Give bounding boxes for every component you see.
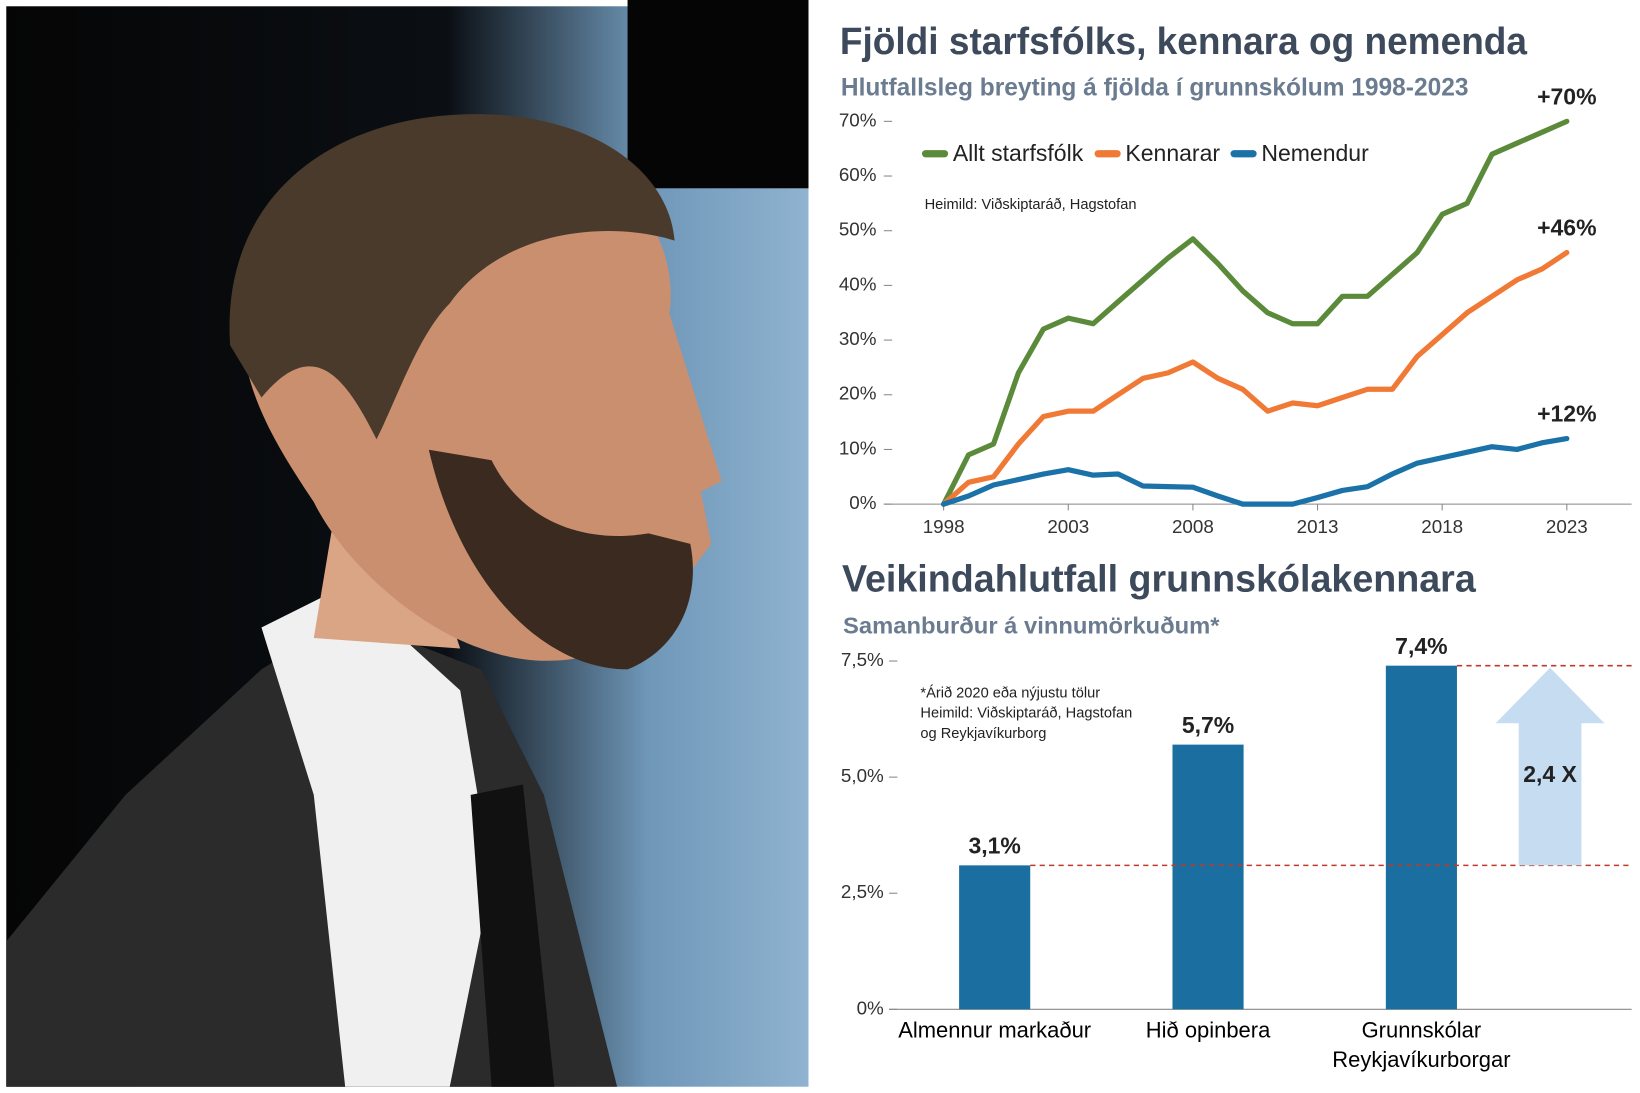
x-label-box: Hið opinbera (1145, 1018, 1271, 1043)
value-label: +70% (1537, 83, 1596, 109)
x-tick-label: 2023 (1546, 516, 1588, 537)
beard (428, 449, 693, 670)
y-tick-label: 50% (839, 219, 877, 240)
y-tick-label: 30% (839, 328, 877, 349)
x-tick-label: Almennur markaður (898, 1018, 1092, 1043)
photo (6, 0, 809, 1087)
line-chart: Fjöldi starfsfólks, kennara og nemenda H… (839, 20, 1632, 537)
y-tick-label: 7,5% (841, 649, 884, 670)
y-tick-label: 20% (839, 383, 877, 404)
x-tick-label: 2013 (1297, 516, 1339, 537)
x-tick-label: 2018 (1421, 516, 1463, 537)
legend-label: Allt starfsfólk (953, 140, 1084, 166)
y-tick-label: 60% (839, 164, 877, 185)
value-label: +46% (1537, 215, 1596, 241)
chart-subtitle: Samanburður á vinnumörkuðum* (843, 613, 1220, 639)
shirt (261, 585, 492, 1087)
value-label: +12% (1537, 401, 1596, 427)
x-tick-label: 2003 (1047, 516, 1089, 537)
y-tick-label: 70% (839, 109, 877, 130)
chart-subtitle: Hlutfallsleg breyting á fjölda í grunnsk… (841, 74, 1469, 102)
y-tick-label: 40% (839, 273, 877, 294)
legend-label: Nemendur (1261, 140, 1369, 166)
y-tick-label: 5,0% (841, 765, 884, 786)
value-label: 3,1% (968, 833, 1020, 859)
series-line (941, 249, 1570, 507)
y-tick-label: 0% (849, 492, 876, 513)
value-label: 7,4% (1395, 633, 1447, 659)
bar (1385, 665, 1457, 1010)
x-tick-label: Grunnskólar Reykjavíkurborgar (1332, 1018, 1511, 1073)
chart-title: Veikindahlutfall grunnskólakennara (842, 557, 1477, 599)
source-note: *Árið 2020 eða nýjustu tölur (920, 684, 1100, 701)
hair (229, 114, 675, 440)
series-line (941, 118, 1570, 507)
source-note: Heimild: Viðskiptaráð, Hagstofan (920, 706, 1132, 722)
x-label-box: Grunnskólar Reykjavíkurborgar (1332, 1018, 1511, 1073)
y-tick-label: 2,5% (841, 881, 884, 902)
photo-shadow (627, 0, 809, 189)
value-label: 5,7% (1182, 712, 1234, 738)
ratio-arrow (1495, 667, 1605, 866)
x-tick-label: Hið opinbera (1145, 1018, 1271, 1043)
chart-title: Fjöldi starfsfólks, kennara og nemenda (840, 20, 1528, 62)
series-line (941, 435, 1570, 507)
x-tick-label: 1998 (923, 516, 965, 537)
bar (1172, 744, 1244, 1010)
y-tick-label: 0% (857, 997, 884, 1018)
bar (959, 865, 1031, 1010)
y-tick-label: 10% (839, 437, 877, 458)
x-tick-label: 2008 (1172, 516, 1214, 537)
tie (470, 784, 555, 1087)
source-note: og Reykjavíkurborg (920, 726, 1046, 742)
x-label-box: Almennur markaður (898, 1018, 1092, 1043)
ratio-label: 2,4 X (1523, 761, 1577, 787)
bar-chart: Veikindahlutfall grunnskólakennara Saman… (841, 557, 1632, 1073)
source-note: Heimild: Viðskiptaráð, Hagstofan (925, 197, 1137, 213)
legend-label: Kennarar (1125, 140, 1220, 166)
